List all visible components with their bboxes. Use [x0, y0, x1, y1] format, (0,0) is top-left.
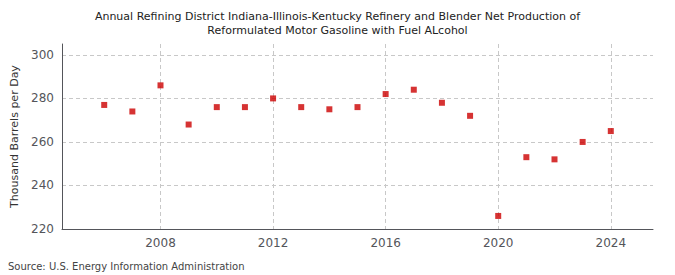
svg-text:Source: U.S. Energy Informatio: Source: U.S. Energy Information Administ…: [8, 261, 245, 272]
svg-text:2008: 2008: [145, 236, 176, 250]
svg-text:300: 300: [31, 48, 54, 62]
svg-text:2020: 2020: [483, 236, 514, 250]
svg-text:220: 220: [31, 222, 54, 236]
svg-text:2016: 2016: [370, 236, 401, 250]
svg-text:240: 240: [31, 178, 54, 192]
svg-text:Thousand Barrels per Day: Thousand Barrels per Day: [8, 65, 21, 209]
svg-text:260: 260: [31, 135, 54, 149]
svg-text:280: 280: [31, 91, 54, 105]
svg-text:Annual Refining District India: Annual Refining District Indiana-Illinoi…: [95, 10, 581, 23]
svg-text:2012: 2012: [258, 236, 289, 250]
svg-text:2024: 2024: [596, 236, 627, 250]
svg-text:Reformulated Motor Gasoline wi: Reformulated Motor Gasoline with Fuel AL…: [207, 24, 467, 37]
